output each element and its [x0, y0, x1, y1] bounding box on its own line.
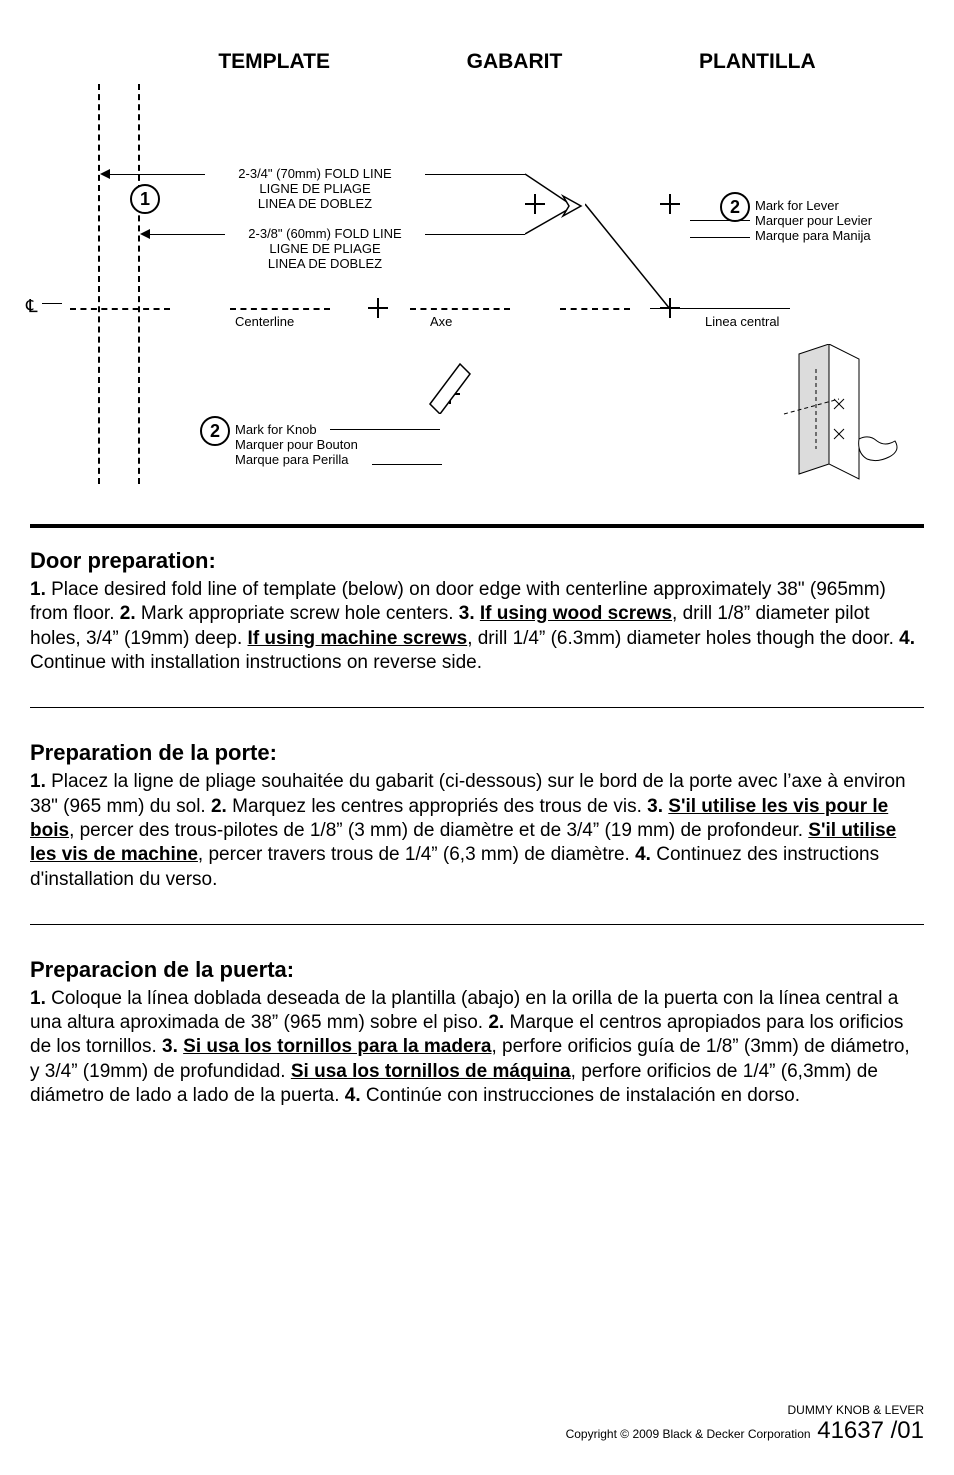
section-en: Door preparation: 1. Place desired fold … [30, 548, 924, 675]
mark-knob-l3: Marque para Perilla [235, 452, 358, 467]
header-en: TEMPLATE [218, 50, 330, 74]
thin-rule-1 [30, 707, 924, 708]
section-fr-body: 1. Placez la ligne de pliage souhaitée d… [30, 770, 924, 892]
badge-1: 1 [130, 184, 160, 214]
fold1-labels: 2-3/4" (70mm) FOLD LINE LIGNE DE PLIAGE … [205, 166, 425, 211]
fold2-arrow-r [425, 234, 525, 235]
fold2-l2: LIGNE DE PLIAGE [225, 241, 425, 256]
knob-arrow-icon [410, 324, 490, 414]
section-es-title: Preparacion de la puerta: [30, 957, 924, 983]
section-es-body: 1. Coloque la línea doblada deseada de l… [30, 987, 924, 1109]
mark-lever-l1: Mark for Lever [755, 198, 872, 213]
centerline-tick [42, 303, 62, 304]
fold2-l1: 2-3/8" (60mm) FOLD LINE [225, 226, 425, 241]
fold2-labels: 2-3/8" (60mm) FOLD LINE LIGNE DE PLIAGE … [225, 226, 425, 271]
fold1-l3: LINEA DE DOBLEZ [205, 196, 425, 211]
thick-rule [30, 524, 924, 528]
footer-copyright: Copyright © 2009 Black & Decker Corporat… [566, 1427, 811, 1441]
header-fr: GABARIT [467, 50, 563, 74]
centerline-dash-1 [70, 308, 170, 310]
mark-lever-labels: Mark for Lever Marquer pour Levier Marqu… [755, 198, 872, 243]
fold1-l2: LIGNE DE PLIAGE [205, 181, 425, 196]
fold1-arrow-r [425, 174, 525, 175]
template-diagram: ℄ Centerline Axe Linea central 2-3/4" (7… [30, 84, 924, 514]
mark-knob-l2: Marquer pour Bouton [235, 437, 358, 452]
lever-leader-2 [690, 237, 750, 238]
lever-leader-1 [690, 220, 750, 221]
centerline-dash-3 [410, 308, 510, 310]
vertical-guide-inner [138, 84, 140, 484]
centerline-symbol: ℄ [26, 296, 38, 317]
door-edge-illustration [774, 344, 914, 494]
centerline-cross-1 [368, 298, 388, 318]
section-en-title: Door preparation: [30, 548, 924, 574]
centerline-label-en: Centerline [235, 314, 294, 329]
footer-partno: 41637 /01 [817, 1417, 924, 1444]
mark-lever-l3: Marque para Manija [755, 228, 872, 243]
centerline-dash-2 [230, 308, 330, 310]
header-es: PLANTILLA [699, 50, 816, 74]
fold1-arrowhead-l [100, 169, 110, 179]
section-es: Preparacion de la puerta: 1. Coloque la … [30, 957, 924, 1109]
template-headers: TEMPLATE GABARIT PLANTILLA [150, 50, 884, 74]
knob-leader-1 [330, 429, 440, 430]
section-fr: Preparation de la porte: 1. Placez la li… [30, 740, 924, 892]
fold2-arrow-l [150, 234, 225, 235]
section-en-body: 1. Place desired fold line of template (… [30, 578, 924, 675]
fold-converge-cross [525, 194, 545, 214]
thin-rule-2 [30, 924, 924, 925]
vertical-guide-outer [98, 84, 100, 484]
centerline-label-es: Linea central [705, 314, 779, 329]
badge-2-lever: 2 [720, 192, 750, 222]
section-fr-title: Preparation de la porte: [30, 740, 924, 766]
mark-lever-l2: Marquer pour Levier [755, 213, 872, 228]
fold2-l3: LINEA DE DOBLEZ [225, 256, 425, 271]
fold1-l1: 2-3/4" (70mm) FOLD LINE [205, 166, 425, 181]
fold2-arrowhead-l [140, 229, 150, 239]
lever-cross [660, 194, 680, 214]
footer: DUMMY KNOB & LEVER Copyright © 2009 Blac… [566, 1403, 924, 1445]
knob-leader-2 [372, 464, 442, 465]
fold1-arrow-l [110, 174, 205, 175]
badge-2-knob: 2 [200, 416, 230, 446]
footer-line1: DUMMY KNOB & LEVER [566, 1403, 924, 1417]
